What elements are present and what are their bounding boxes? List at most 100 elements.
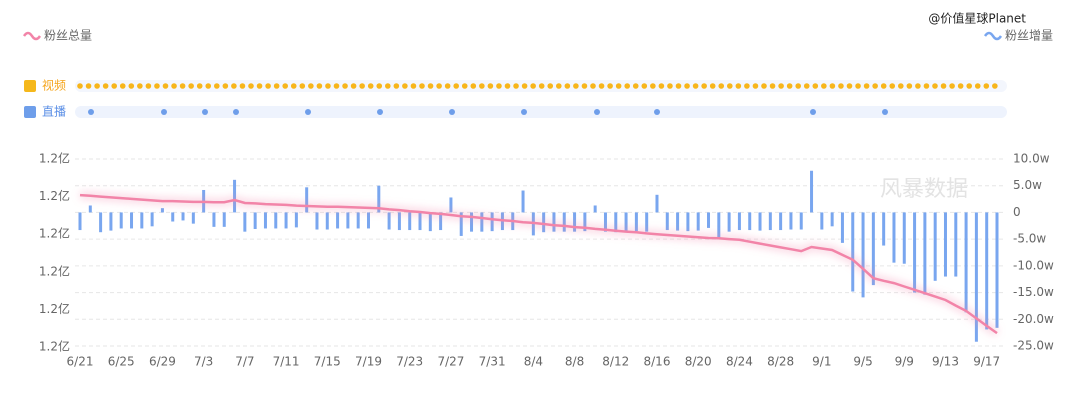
- video-dot: [761, 83, 767, 89]
- y-tick-label: 1.2亿: [39, 226, 70, 241]
- x-tick-label: 7/19: [355, 355, 382, 369]
- bar: [933, 212, 937, 281]
- video-dot: [359, 83, 365, 89]
- watermark: 风暴数据: [880, 177, 968, 202]
- bar: [274, 212, 278, 229]
- bar: [665, 212, 669, 231]
- bar: [861, 212, 865, 298]
- video-dot: [966, 83, 972, 89]
- bar: [820, 212, 824, 230]
- bar: [449, 197, 453, 213]
- bar: [366, 212, 370, 229]
- bar: [119, 212, 123, 229]
- bar: [397, 212, 401, 231]
- video-dot: [85, 83, 92, 89]
- video-dot: [923, 83, 930, 89]
- bar: [263, 212, 267, 229]
- x-tick-label: 7/3: [194, 355, 213, 369]
- video-dot: [590, 83, 596, 89]
- bar: [284, 212, 288, 229]
- video-dot: [556, 83, 562, 89]
- bar: [243, 212, 247, 232]
- video-dot: [573, 83, 579, 89]
- bar: [212, 212, 216, 227]
- live-dot: [305, 109, 311, 115]
- video-dot: [393, 83, 400, 89]
- video-dot: [983, 83, 990, 89]
- video-dot: [803, 83, 810, 89]
- video-dot: [470, 83, 477, 89]
- bar: [830, 212, 834, 227]
- x-tick-label: 8/24: [726, 355, 753, 369]
- bar: [655, 194, 659, 213]
- video-dot: [179, 83, 186, 89]
- video-dot: [282, 83, 289, 89]
- video-dot: [102, 83, 109, 89]
- live-dot: [521, 109, 527, 115]
- video-dot: [581, 83, 588, 89]
- video-dot: [316, 83, 323, 89]
- video-dot: [205, 83, 212, 89]
- bar: [913, 212, 917, 293]
- bar: [346, 212, 350, 229]
- video-dot: [641, 83, 648, 89]
- video-dot: [863, 83, 870, 89]
- video-dot: [709, 83, 716, 89]
- bar: [88, 205, 92, 213]
- y2-tick-label: -10.0w: [1013, 258, 1054, 272]
- bar: [686, 212, 690, 232]
- bar: [387, 212, 391, 230]
- video-dot: [718, 83, 725, 89]
- bar: [737, 212, 741, 231]
- live-dot: [810, 109, 816, 115]
- video-dot: [974, 83, 981, 89]
- video-dot: [692, 83, 699, 89]
- video-dot: [898, 83, 904, 89]
- y2-tick-label: -15.0w: [1013, 285, 1054, 299]
- video-dot: [538, 83, 545, 89]
- live-dot: [654, 109, 660, 115]
- video-dot: [367, 83, 374, 89]
- bar: [408, 212, 412, 231]
- video-dot: [308, 83, 314, 89]
- bar: [315, 212, 319, 230]
- bar: [439, 212, 443, 231]
- live-dot: [161, 109, 167, 115]
- bar: [727, 212, 731, 232]
- x-tick-label: 7/27: [437, 355, 464, 369]
- video-dot: [513, 83, 519, 89]
- bar: [707, 212, 711, 228]
- live-track: [75, 106, 1007, 118]
- video-dot: [94, 83, 100, 89]
- x-tick-label: 6/29: [149, 355, 176, 369]
- video-dot: [265, 83, 271, 89]
- bar: [645, 212, 649, 232]
- video-dot: [171, 83, 177, 89]
- x-tick-label: 8/4: [524, 355, 543, 369]
- row-label: 直播: [42, 105, 66, 119]
- bar: [171, 212, 175, 222]
- bar: [717, 212, 721, 240]
- bar: [583, 212, 587, 232]
- watermark: @价值星球Planet: [928, 11, 1026, 26]
- video-dot: [992, 83, 998, 89]
- bar: [160, 208, 164, 213]
- video-dot: [906, 83, 913, 89]
- y2-tick-label: -25.0w: [1013, 339, 1054, 353]
- x-tick-label: 7/11: [273, 355, 300, 369]
- x-tick-label: 7/7: [235, 355, 254, 369]
- bar: [851, 212, 855, 292]
- row-label: 视频: [42, 78, 66, 93]
- video-dot: [949, 83, 955, 89]
- bar: [480, 212, 484, 232]
- bar: [748, 212, 752, 231]
- video-dot: [231, 83, 237, 89]
- video-dot: [547, 83, 554, 89]
- video-dot: [504, 83, 511, 89]
- video-dot: [496, 83, 502, 89]
- bar: [995, 212, 999, 328]
- bar: [428, 212, 432, 232]
- video-dot: [188, 83, 194, 89]
- video-dot: [880, 83, 887, 89]
- video-dot: [77, 83, 83, 89]
